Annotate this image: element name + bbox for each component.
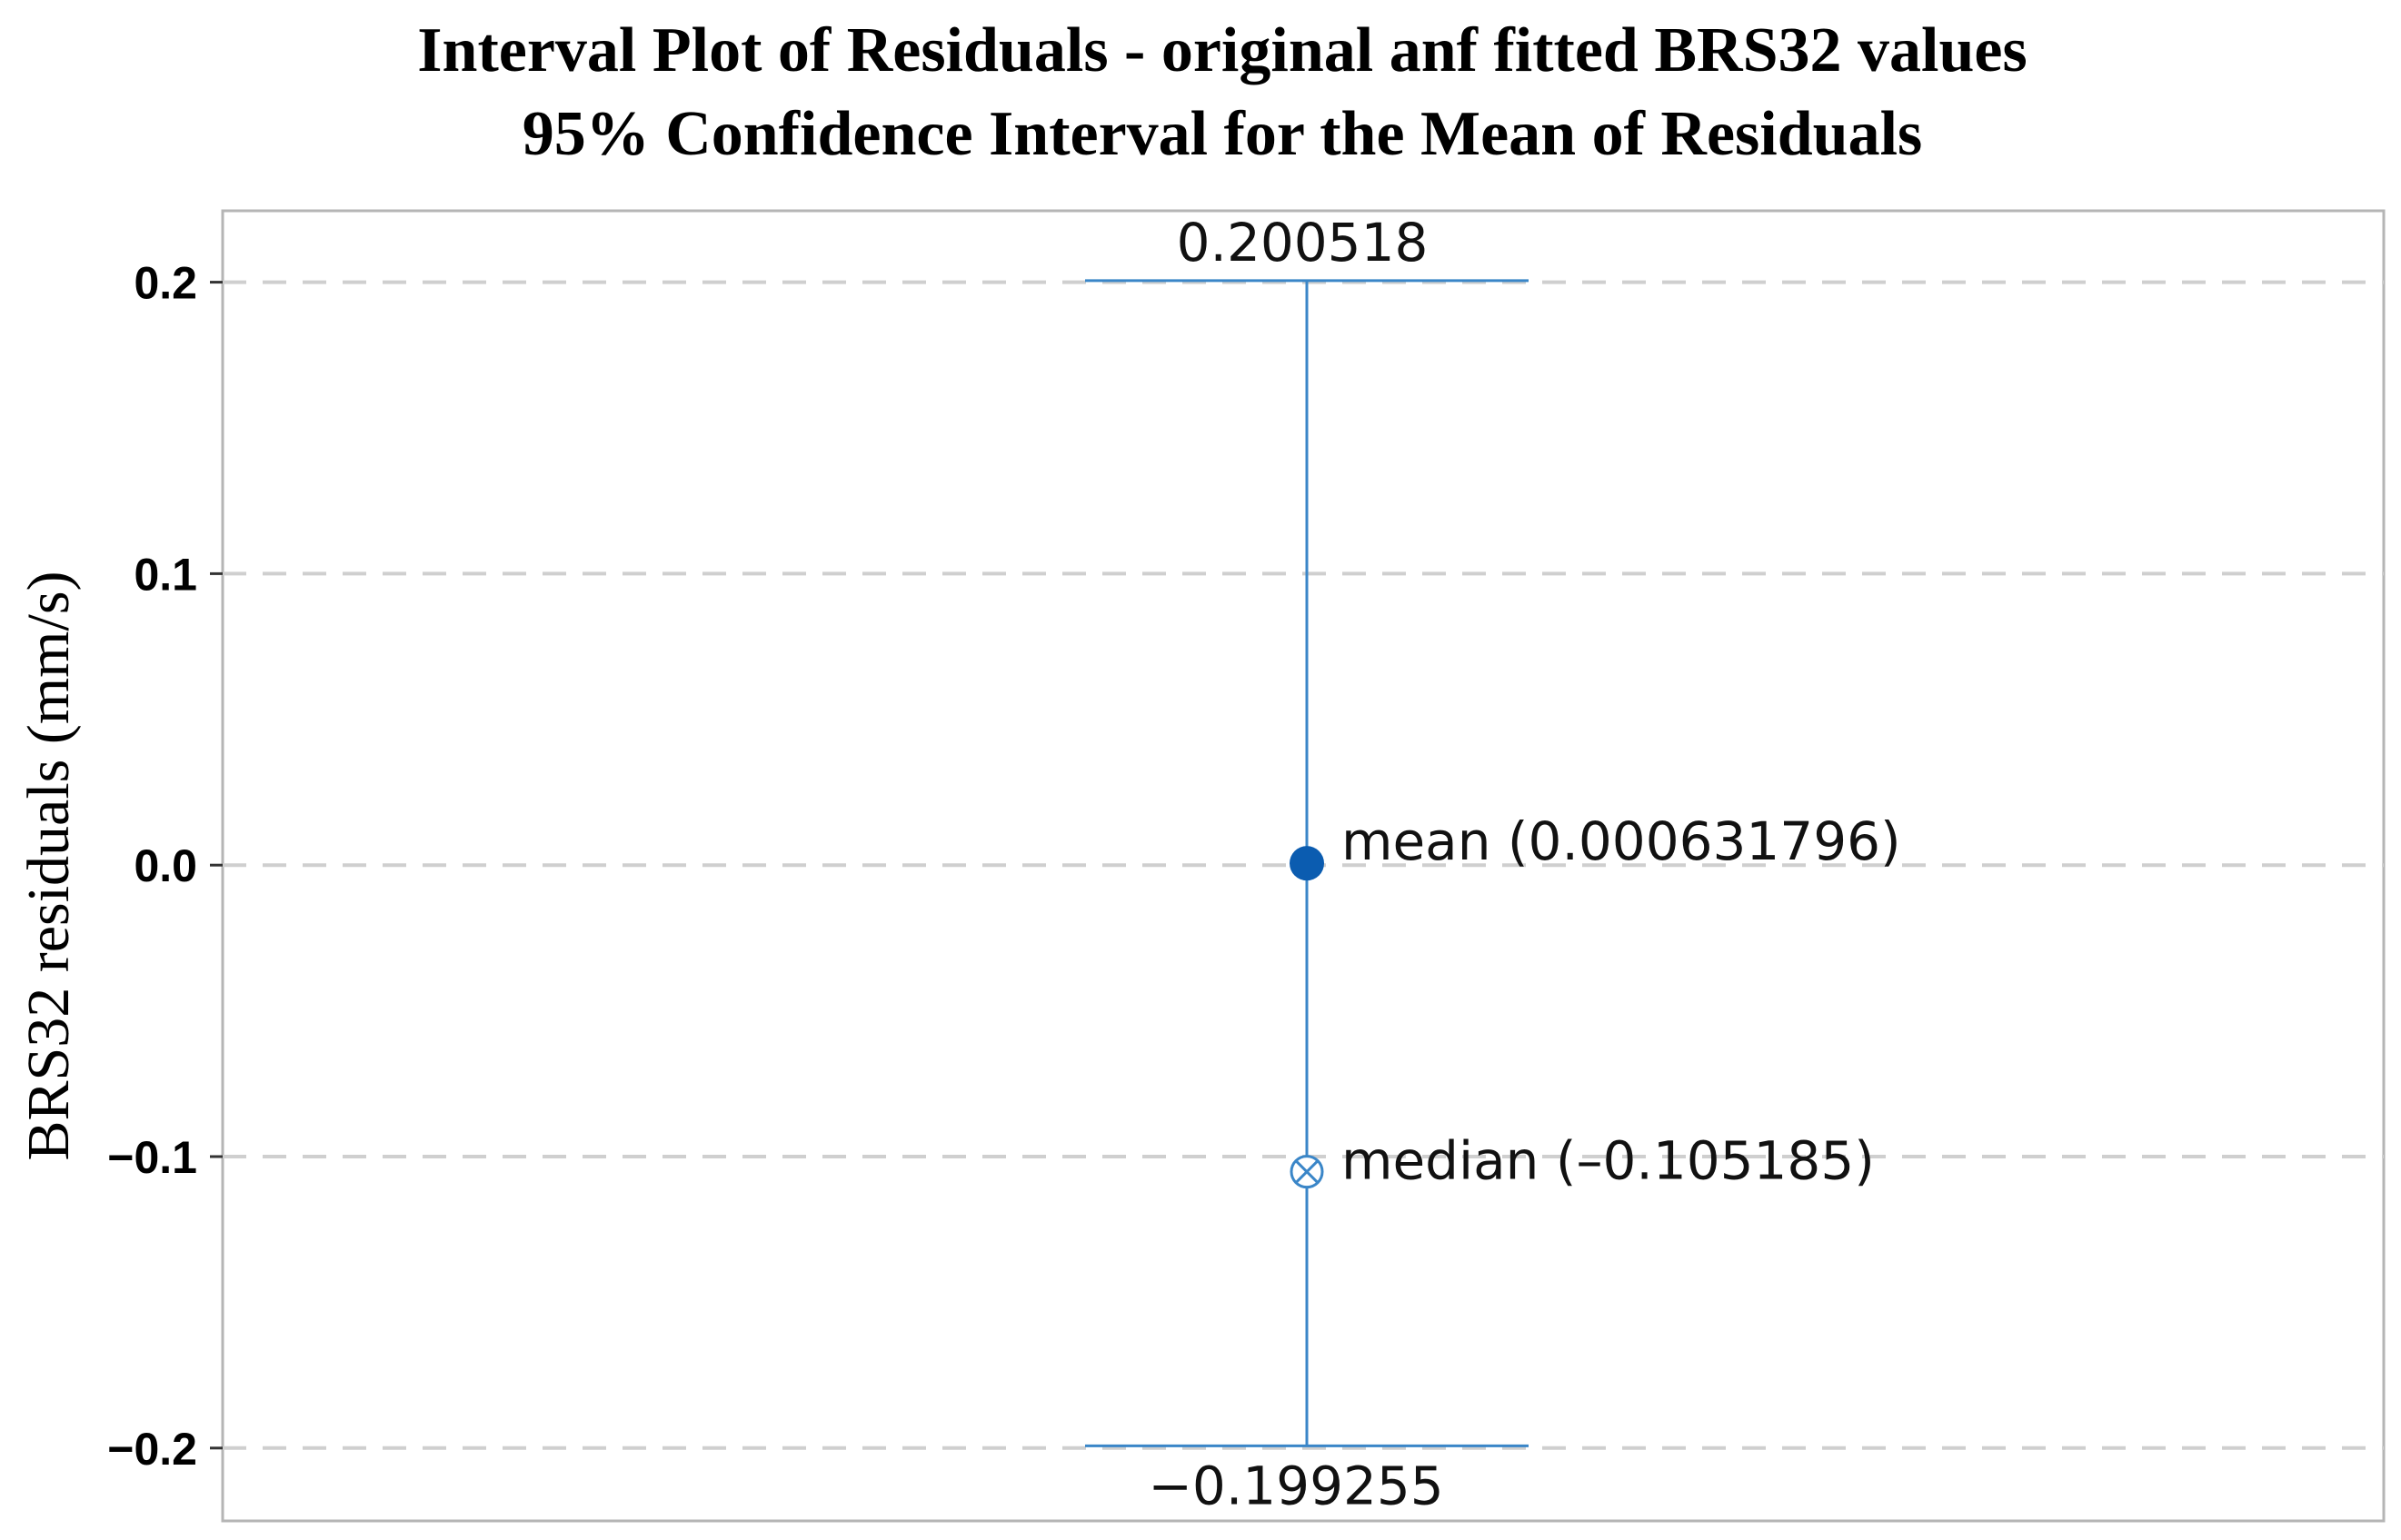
y-axis-label: BRS32 residuals (mm/s) <box>15 571 82 1160</box>
mean-marker <box>1290 846 1324 881</box>
y-tick-label: −0.2 <box>107 1424 197 1475</box>
median-label: median (–0.105185) <box>1341 1130 1875 1192</box>
chart-title: Interval Plot of Residuals - original an… <box>417 15 2027 85</box>
y-axis-ticks: 0.2 0.1 0.0 −0.1 −0.2 <box>107 258 223 1475</box>
y-tick-label: 0.2 <box>134 258 197 309</box>
mean-label: mean (0.000631796) <box>1341 810 1901 872</box>
upper-value-label: 0.200518 <box>1177 212 1429 273</box>
interval-series: 0.200518 −0.199255 mean (0.000631796) media… <box>1085 212 1901 1516</box>
lower-value-label: −0.199255 <box>1148 1455 1443 1516</box>
y-tick-label: 0.1 <box>134 549 197 600</box>
y-tick-label: −0.1 <box>107 1132 197 1183</box>
gridlines <box>223 280 2384 1450</box>
y-tick-label: 0.0 <box>134 840 197 891</box>
chart-subtitle: 95% Confidence Interval for the Mean of … <box>523 99 1923 169</box>
median-marker-cross <box>1294 1159 1320 1184</box>
